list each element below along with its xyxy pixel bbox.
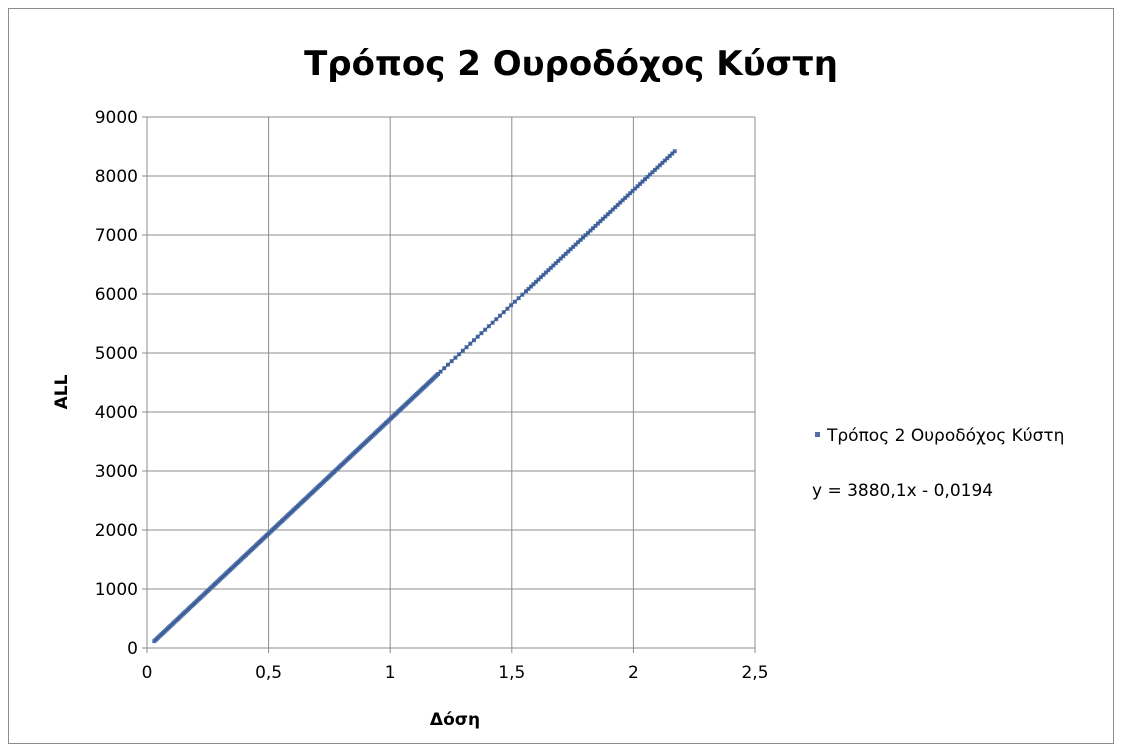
y-tick-label: 9000 xyxy=(95,108,138,128)
x-tick-label: 1 xyxy=(385,663,396,683)
x-tick-label: 0,5 xyxy=(255,663,282,683)
trendline-equation: y = 3880,1x - 0,0194 xyxy=(812,481,993,501)
y-axis-title: ALL xyxy=(52,374,72,409)
legend-marker xyxy=(815,432,820,437)
x-tick-label: 2 xyxy=(628,663,639,683)
x-tick-label: 0 xyxy=(142,663,153,683)
chart-area: Τρόπος 2 Ουροδόχος Κύστη 0 1000 2000 3000 40… xyxy=(8,8,1114,744)
x-tick-label: 2,5 xyxy=(741,663,768,683)
legend: Τρόπος 2 Ουροδόχος Κύστη y = 3880,1x - 0… xyxy=(812,426,1064,501)
x-tick-labels: 0 0,5 1 1,5 2 2,5 xyxy=(142,663,769,683)
y-tick-label: 1000 xyxy=(95,580,138,600)
legend-label: Τρόπος 2 Ουροδόχος Κύστη xyxy=(826,426,1064,446)
y-tick-label: 8000 xyxy=(95,167,138,187)
axes xyxy=(142,116,756,653)
data-series xyxy=(152,149,677,644)
y-tick-label: 0 xyxy=(127,639,138,659)
y-tick-label: 3000 xyxy=(95,462,138,482)
gridlines xyxy=(147,116,756,648)
x-axis-title: Δόση xyxy=(430,710,480,730)
chart-title: Τρόπος 2 Ουροδόχος Κύστη xyxy=(304,44,838,84)
y-tick-label: 4000 xyxy=(95,403,138,423)
y-tick-label: 6000 xyxy=(95,285,138,305)
y-tick-label: 2000 xyxy=(95,521,138,541)
x-tick-label: 1,5 xyxy=(498,663,525,683)
y-tick-labels: 0 1000 2000 3000 4000 5000 6000 7000 8000 9000 xyxy=(95,108,138,659)
y-tick-label: 7000 xyxy=(95,226,138,246)
trendline xyxy=(153,150,676,642)
chart-svg: Τρόπος 2 Ουροδόχος Κύστη 0 1000 2000 3000 40… xyxy=(52,44,1064,730)
y-tick-label: 5000 xyxy=(95,344,138,364)
